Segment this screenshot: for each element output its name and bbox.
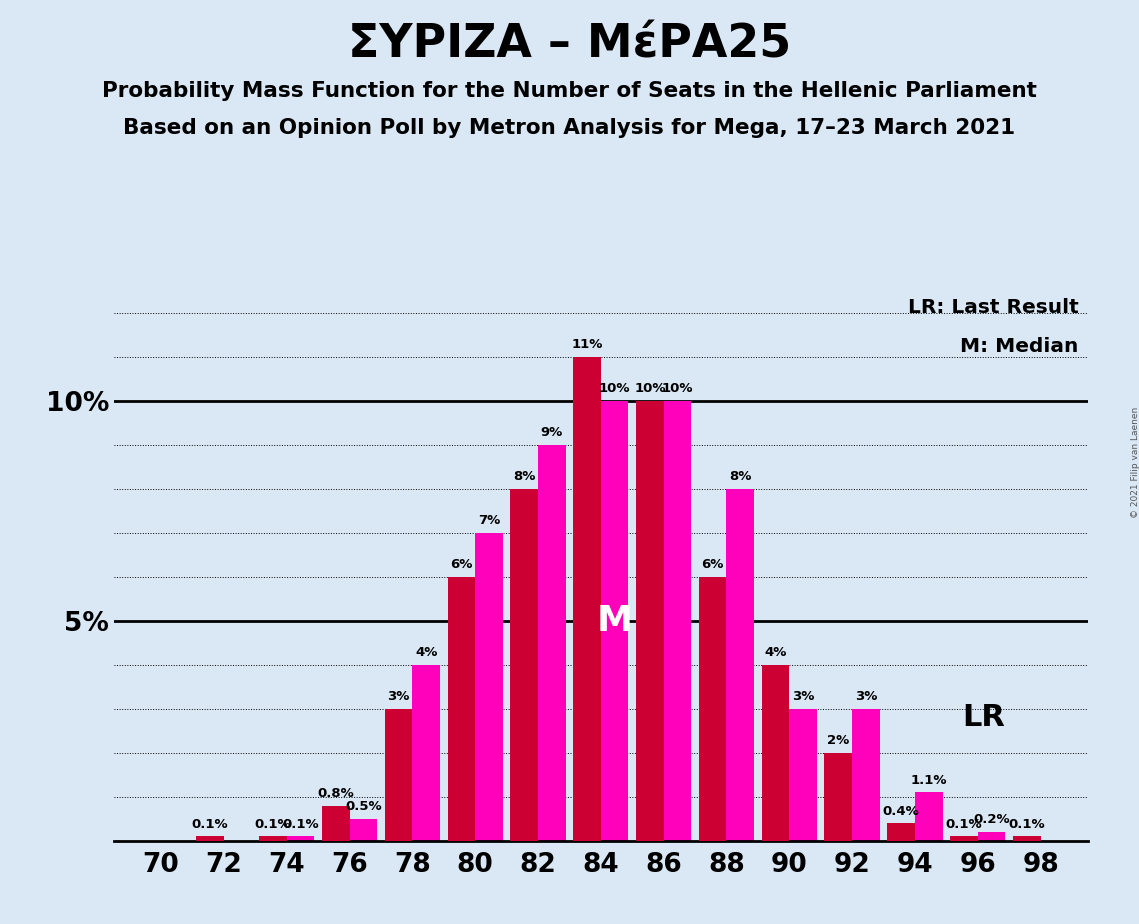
Bar	[636, 401, 664, 841]
Text: 10%: 10%	[599, 383, 630, 395]
Text: 0.4%: 0.4%	[883, 805, 919, 818]
Text: 10%: 10%	[662, 383, 694, 395]
Bar	[287, 836, 314, 841]
Bar	[196, 836, 224, 841]
Text: 6%: 6%	[702, 558, 724, 571]
Text: LR: Last Result: LR: Last Result	[908, 298, 1079, 317]
Text: 8%: 8%	[729, 470, 752, 483]
Bar	[699, 577, 727, 841]
Text: 0.1%: 0.1%	[945, 818, 982, 831]
Bar	[322, 806, 350, 841]
Text: M: Median: M: Median	[960, 337, 1079, 357]
Text: 3%: 3%	[792, 690, 814, 703]
Text: 0.1%: 0.1%	[1008, 818, 1046, 831]
Bar	[950, 836, 977, 841]
Bar	[915, 793, 943, 841]
Text: 0.1%: 0.1%	[282, 818, 319, 831]
Text: 0.5%: 0.5%	[345, 800, 382, 813]
Bar	[887, 823, 915, 841]
Bar	[475, 533, 502, 841]
Bar	[448, 577, 475, 841]
Text: 7%: 7%	[478, 515, 500, 528]
Text: 0.1%: 0.1%	[254, 818, 292, 831]
Bar	[825, 753, 852, 841]
Bar	[852, 709, 879, 841]
Bar	[664, 401, 691, 841]
Text: 9%: 9%	[541, 426, 563, 439]
Text: 4%: 4%	[764, 646, 787, 659]
Text: Based on an Opinion Poll by Metron Analysis for Mega, 17–23 March 2021: Based on an Opinion Poll by Metron Analy…	[123, 118, 1016, 139]
Text: 11%: 11%	[572, 338, 603, 351]
Text: LR: LR	[962, 703, 1005, 732]
Text: ΣΥΡΙΖΑ – ΜέΡΑ25: ΣΥΡΙΖΑ – ΜέΡΑ25	[347, 22, 792, 67]
Bar	[412, 665, 440, 841]
Text: 1.1%: 1.1%	[910, 773, 947, 786]
Bar	[762, 665, 789, 841]
Bar	[350, 819, 377, 841]
Text: 3%: 3%	[854, 690, 877, 703]
Bar	[977, 832, 1006, 841]
Text: 0.2%: 0.2%	[974, 813, 1010, 826]
Bar	[573, 357, 601, 841]
Bar	[601, 401, 629, 841]
Text: © 2021 Filip van Laenen: © 2021 Filip van Laenen	[1131, 407, 1139, 517]
Bar	[538, 445, 566, 841]
Bar	[385, 709, 412, 841]
Text: 3%: 3%	[387, 690, 410, 703]
Bar	[789, 709, 817, 841]
Text: 8%: 8%	[513, 470, 535, 483]
Text: 2%: 2%	[827, 735, 850, 748]
Text: M: M	[597, 604, 632, 638]
Text: 10%: 10%	[634, 383, 665, 395]
Bar	[259, 836, 287, 841]
Text: 0.1%: 0.1%	[191, 818, 228, 831]
Text: 4%: 4%	[415, 646, 437, 659]
Text: Probability Mass Function for the Number of Seats in the Hellenic Parliament: Probability Mass Function for the Number…	[103, 81, 1036, 102]
Text: 6%: 6%	[450, 558, 473, 571]
Bar	[510, 489, 538, 841]
Bar	[1013, 836, 1041, 841]
Text: 0.8%: 0.8%	[318, 787, 354, 800]
Bar	[727, 489, 754, 841]
